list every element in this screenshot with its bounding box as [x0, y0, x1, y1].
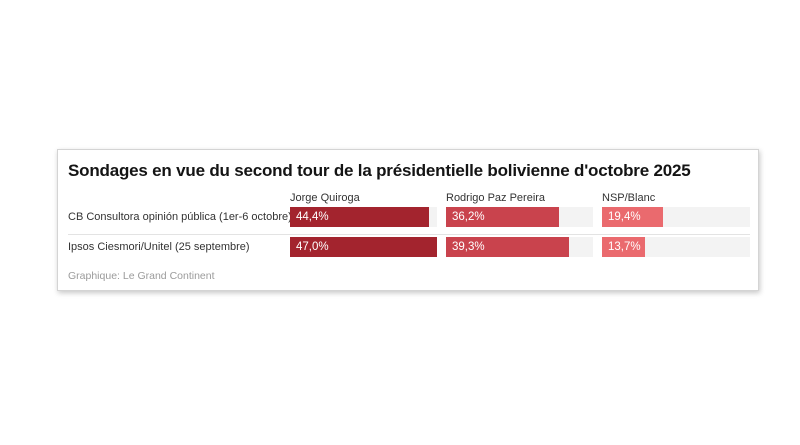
column-header-nsp-blanc: NSP/Blanc — [602, 192, 656, 204]
bar-nsp-blanc: 19,4% — [602, 207, 664, 227]
row-label-cb-consultora: CB Consultora opinión pública (1er-6 oct… — [68, 211, 292, 223]
bar-track: 19,4% — [602, 207, 750, 227]
bar-rodrigo-paz-pereira: 36,2% — [446, 207, 560, 227]
row-label-ipsos-ciesmori: Ipsos Ciesmori/Unitel (25 septembre) — [68, 241, 250, 253]
table-row: CB Consultora opinión pública (1er-6 oct… — [58, 207, 758, 227]
chart-source-attribution: Graphique: Le Grand Continent — [68, 270, 215, 282]
chart-title: Sondages en vue du second tour de la pré… — [68, 161, 691, 180]
bar-value-label: 13,7% — [608, 241, 641, 253]
column-header-jorge-quiroga: Jorge Quiroga — [290, 192, 360, 204]
bar-value-label: 44,4% — [296, 211, 329, 223]
column-header-rodrigo-paz-pereira: Rodrigo Paz Pereira — [446, 192, 546, 204]
row-separator — [68, 234, 750, 235]
bar-jorge-quiroga: 44,4% — [290, 207, 429, 227]
bar-track: 47,0% — [290, 237, 437, 257]
bar-value-label: 36,2% — [452, 211, 485, 223]
bar-value-label: 39,3% — [452, 241, 485, 253]
poll-chart-card: Sondages en vue du second tour de la pré… — [57, 149, 759, 291]
bar-track: 13,7% — [602, 237, 750, 257]
bar-value-label: 47,0% — [296, 241, 329, 253]
bar-track: 39,3% — [446, 237, 593, 257]
table-row: Ipsos Ciesmori/Unitel (25 septembre) 47,… — [58, 237, 758, 257]
bar-track: 44,4% — [290, 207, 437, 227]
bar-nsp-blanc: 13,7% — [602, 237, 646, 257]
bar-rodrigo-paz-pereira: 39,3% — [446, 237, 569, 257]
bar-value-label: 19,4% — [608, 211, 641, 223]
bar-track: 36,2% — [446, 207, 593, 227]
bar-jorge-quiroga: 47,0% — [290, 237, 437, 257]
